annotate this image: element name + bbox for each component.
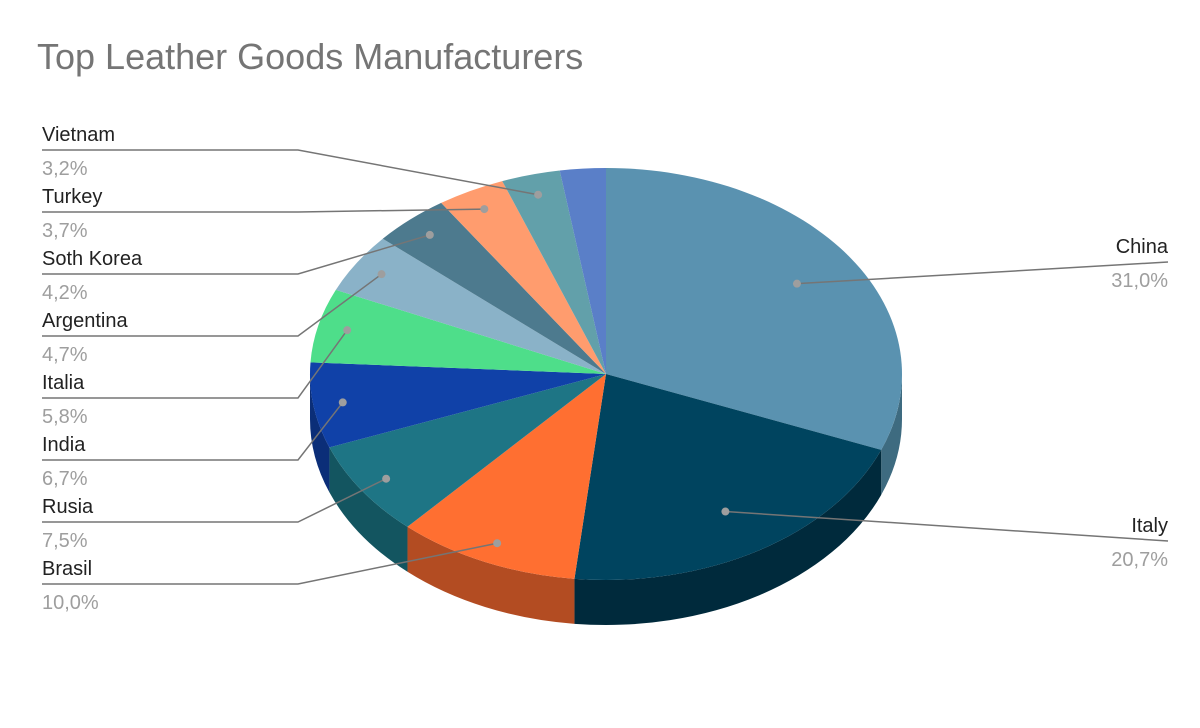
pie-slice-rusia[interactable] (329, 374, 606, 527)
label-india: India 6,7% (42, 398, 347, 490)
label-dot (343, 326, 352, 335)
label-dot (534, 190, 543, 199)
label-dot (382, 474, 391, 483)
leader-line (42, 542, 498, 585)
slice-name: India (42, 434, 86, 456)
slice-percent: 4,2% (42, 282, 88, 304)
slice-name: Italia (42, 372, 85, 394)
slice-percent: 3,2% (42, 158, 88, 180)
pie-slice-turkey[interactable] (441, 181, 606, 374)
slice-name: China (1116, 236, 1169, 258)
leader-line (42, 208, 485, 213)
pie-side-brasil (407, 526, 575, 624)
slice-name: Rusia (42, 496, 94, 518)
leader-line (42, 478, 387, 523)
slice-name: Vietnam (42, 124, 115, 146)
slice-name: Soth Korea (42, 248, 143, 270)
label-brasil: Brasil 10,0% (42, 539, 502, 614)
pie-side-rusia (329, 447, 408, 572)
pie-slices (310, 168, 902, 580)
pie-slice-soth-korea[interactable] (382, 202, 606, 374)
label-dot (493, 539, 502, 548)
label-italia: Italia 5,8% (42, 326, 352, 428)
slice-name: Italy (1131, 515, 1168, 537)
pie-slice-other[interactable] (559, 168, 606, 374)
chart-title: Top Leather Goods Manufacturers (37, 36, 584, 77)
slice-labels: China 31,0% Italy 20,7% Brasil 10,0% Rusia 7,5%… (42, 124, 1169, 614)
slice-percent: 6,7% (42, 468, 88, 490)
leader-line (42, 149, 539, 196)
leader-line (42, 401, 344, 461)
label-soth-korea: Soth Korea 4,2% (42, 230, 434, 304)
pie-side-italy (574, 449, 882, 626)
label-dot (377, 270, 386, 279)
pie-slice-brasil[interactable] (407, 374, 606, 579)
slice-percent: 7,5% (42, 530, 88, 552)
pie-slice-india[interactable] (310, 362, 606, 448)
label-dot (792, 279, 801, 288)
leader-line (796, 261, 1169, 285)
label-italy: Italy 20,7% (721, 507, 1169, 571)
pie-slice-italy[interactable] (574, 374, 882, 580)
pie-slice-china[interactable] (606, 168, 902, 450)
slice-percent: 5,8% (42, 406, 88, 428)
slice-name: Turkey (42, 186, 102, 208)
slice-percent: 4,7% (42, 344, 88, 366)
pie-slice-vietnam[interactable] (502, 170, 606, 374)
leader-line (725, 510, 1169, 542)
label-dot (338, 398, 347, 407)
label-vietnam: Vietnam 3,2% (42, 124, 543, 199)
leader-line (42, 273, 382, 337)
pie-slice-italia[interactable] (310, 289, 606, 374)
pie-side-china (881, 374, 902, 495)
slice-percent: 20,7% (1111, 549, 1168, 571)
slice-percent: 3,7% (42, 220, 88, 242)
leader-line (42, 234, 431, 275)
label-dot (721, 507, 730, 516)
label-dot (480, 205, 489, 214)
label-turkey: Turkey 3,7% (42, 186, 489, 242)
leader-line (42, 329, 348, 399)
pie-slice-argentina[interactable] (335, 238, 606, 374)
slice-name: Brasil (42, 558, 92, 580)
label-dot (425, 230, 434, 239)
label-argentina: Argentina 4,7% (42, 270, 386, 366)
slice-percent: 10,0% (42, 592, 99, 614)
label-china: China 31,0% (792, 236, 1169, 292)
slice-percent: 31,0% (1111, 270, 1168, 292)
slice-name: Argentina (42, 310, 128, 332)
label-rusia: Rusia 7,5% (42, 474, 391, 552)
